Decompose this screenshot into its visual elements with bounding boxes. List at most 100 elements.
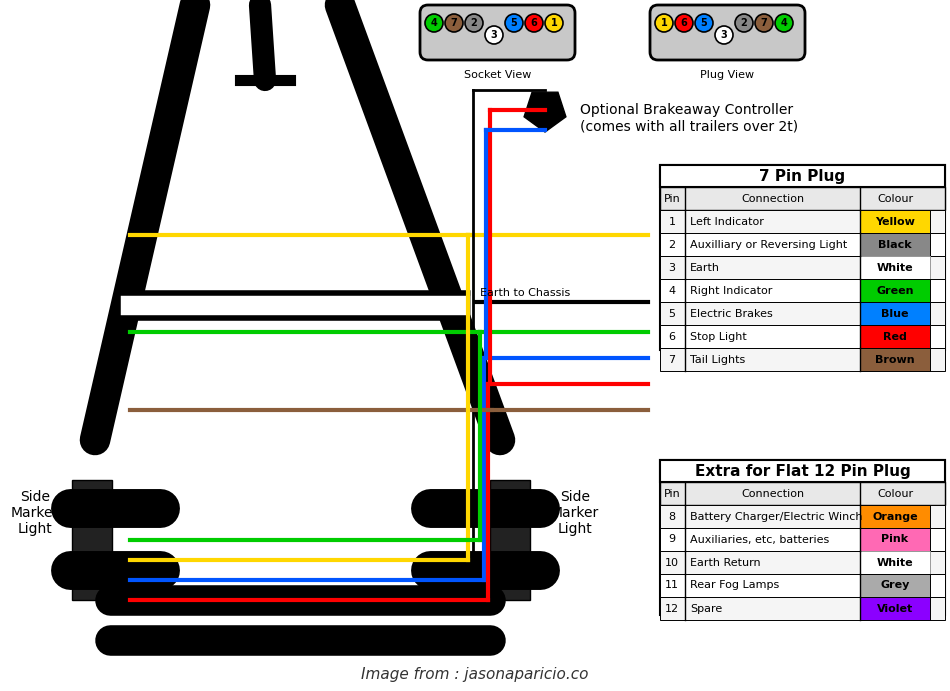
Text: Socket View: Socket View [464,70,531,80]
Circle shape [505,14,523,32]
Bar [510,492,528,520]
Text: Stop Light: Stop Light [690,332,747,341]
Bar [660,165,945,350]
Text: Left Indicator: Left Indicator [690,216,764,227]
Text: 11: 11 [665,580,679,591]
Bar [860,210,930,233]
Bar [660,528,945,551]
Text: Red: Red [884,332,907,341]
Bar [660,348,945,371]
Text: 4: 4 [430,18,437,28]
Text: 2: 2 [669,240,675,249]
Circle shape [445,14,463,32]
Text: 2: 2 [741,18,748,28]
Circle shape [465,14,483,32]
Text: Connection: Connection [741,489,804,498]
Bar [660,597,945,620]
Bar [72,480,112,600]
Text: 7: 7 [669,354,675,364]
Text: Pin: Pin [664,489,680,498]
Bar [860,505,930,528]
Bar [860,551,930,574]
Text: Earth Return: Earth Return [690,558,761,567]
Text: 3: 3 [721,30,728,40]
Text: Colour: Colour [877,489,913,498]
Text: Pin: Pin [664,193,680,204]
Circle shape [775,14,793,32]
Text: 6: 6 [680,18,688,28]
Bar [660,482,945,505]
Text: Side
Marker
Light: Side Marker Light [551,490,599,536]
Bar [660,460,945,615]
Text: Green: Green [876,285,914,296]
Bar [860,574,930,597]
Text: Extra for Flat 12 Pin Plug: Extra for Flat 12 Pin Plug [694,464,910,478]
Text: Auxiliaries, etc, batteries: Auxiliaries, etc, batteries [690,535,829,545]
Bar [490,480,530,600]
Text: 12: 12 [665,603,679,614]
Circle shape [755,14,773,32]
FancyBboxPatch shape [420,5,575,60]
Text: 6: 6 [669,332,675,341]
Circle shape [735,14,753,32]
Text: Earth: Earth [690,263,720,272]
Text: Optional Brakeaway Controller
(comes with all trailers over 2t): Optional Brakeaway Controller (comes wit… [580,103,798,133]
Text: Battery Charger/Electric Winch: Battery Charger/Electric Winch [690,511,863,522]
Text: 5: 5 [700,18,708,28]
Text: Side
Marker
Light: Side Marker Light [10,490,59,536]
Text: Image from : jasonaparicio.co: Image from : jasonaparicio.co [361,668,589,683]
Text: 8: 8 [669,511,675,522]
Circle shape [675,14,693,32]
Text: 1: 1 [660,18,667,28]
Text: 3: 3 [490,30,498,40]
Text: 10: 10 [665,558,679,567]
Circle shape [715,26,733,44]
Text: 4: 4 [781,18,788,28]
Bar [660,165,945,187]
Text: 9: 9 [669,535,675,545]
Text: 4: 4 [669,285,675,296]
Text: White: White [877,263,913,272]
Bar [660,325,945,348]
Text: Connection: Connection [741,193,804,204]
Text: Auxilliary or Reversing Light: Auxilliary or Reversing Light [690,240,847,249]
Text: White: White [877,558,913,567]
Circle shape [695,14,713,32]
Text: 7 Pin Plug: 7 Pin Plug [759,169,846,184]
Text: Blue: Blue [882,308,909,319]
Text: 7: 7 [761,18,768,28]
Text: 1: 1 [669,216,675,227]
Bar [660,302,945,325]
Text: 1: 1 [551,18,558,28]
Bar [660,256,945,279]
FancyBboxPatch shape [650,5,805,60]
Bar [660,505,945,528]
Bar [860,256,930,279]
Circle shape [425,14,443,32]
Bar [660,279,945,302]
Bar [860,233,930,256]
Circle shape [655,14,673,32]
Bar [860,597,930,620]
Bar [660,460,945,482]
Text: 2: 2 [470,18,477,28]
Text: Rear Fog Lamps: Rear Fog Lamps [690,580,779,591]
Bar [860,325,930,348]
Text: Yellow: Yellow [875,216,915,227]
Bar [860,528,930,551]
Bar [860,302,930,325]
Text: Right Indicator: Right Indicator [690,285,772,296]
Text: Grey: Grey [881,580,910,591]
Bar [110,492,128,520]
Bar [660,233,945,256]
Text: Pink: Pink [882,535,908,545]
Text: 6: 6 [531,18,538,28]
Text: Plug View: Plug View [700,70,754,80]
Text: 3: 3 [669,263,675,272]
Text: Brown: Brown [875,354,915,364]
Text: Electric Brakes: Electric Brakes [690,308,772,319]
Bar [660,574,945,597]
Text: Colour: Colour [877,193,913,204]
Circle shape [545,14,563,32]
Bar [860,279,930,302]
